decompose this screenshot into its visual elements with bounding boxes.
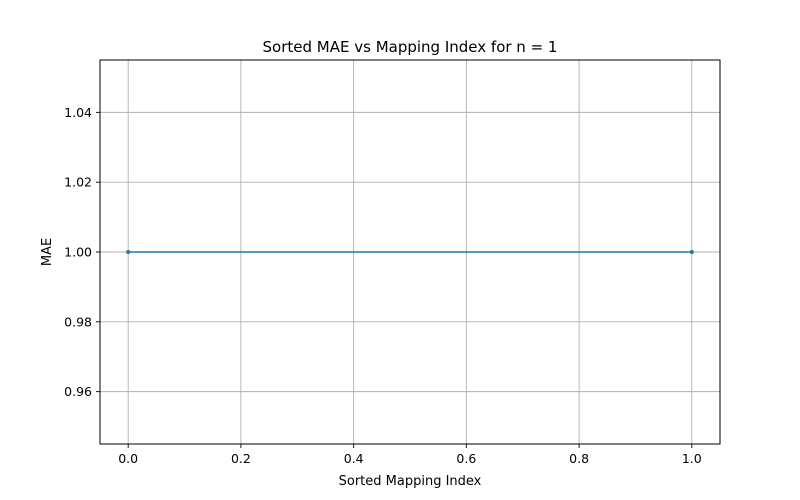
x-tick-label: 1.0 [682, 451, 702, 466]
x-tick-label: 0.8 [569, 451, 589, 466]
x-tick-label: 0.4 [344, 451, 364, 466]
x-tick-label: 0.6 [456, 451, 476, 466]
x-tick-label: 0.2 [231, 451, 251, 466]
y-tick-label: 0.96 [64, 384, 92, 399]
y-tick-label: 1.02 [64, 175, 92, 190]
data-point [126, 250, 131, 254]
y-tick-label: 1.04 [64, 105, 92, 120]
y-tick-label: 0.98 [64, 314, 92, 329]
series-layer [126, 250, 694, 254]
data-point [689, 250, 694, 254]
chart-title: Sorted MAE vs Mapping Index for n = 1 [263, 38, 558, 56]
x-axis-label: Sorted Mapping Index [339, 474, 482, 489]
y-tick-label: 1.00 [64, 245, 92, 260]
y-axis-label: MAE [40, 238, 55, 266]
y-axis: 0.96 0.98 1.00 1.02 1.04 [64, 105, 100, 399]
x-axis: 0.0 0.2 0.4 0.6 0.8 1.0 [118, 444, 702, 466]
x-tick-label: 0.0 [118, 451, 138, 466]
